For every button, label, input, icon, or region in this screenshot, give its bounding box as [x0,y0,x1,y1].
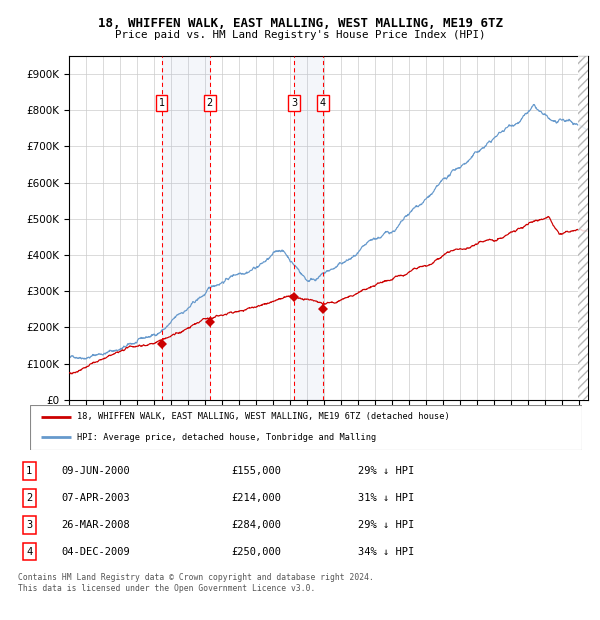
Text: 31% ↓ HPI: 31% ↓ HPI [358,493,414,503]
Polygon shape [578,56,588,400]
Bar [161,56,210,400]
Text: 3: 3 [291,98,297,108]
Text: 04-DEC-2009: 04-DEC-2009 [61,547,130,557]
FancyBboxPatch shape [30,405,582,450]
Text: 09-JUN-2000: 09-JUN-2000 [61,466,130,476]
Text: 34% ↓ HPI: 34% ↓ HPI [358,547,414,557]
Text: £284,000: £284,000 [231,520,281,530]
Text: 29% ↓ HPI: 29% ↓ HPI [358,466,414,476]
Text: 07-APR-2003: 07-APR-2003 [61,493,130,503]
Text: 18, WHIFFEN WALK, EAST MALLING, WEST MALLING, ME19 6TZ (detached house): 18, WHIFFEN WALK, EAST MALLING, WEST MAL… [77,412,449,422]
Bar [294,56,323,400]
Text: £214,000: £214,000 [231,493,281,503]
Text: 26-MAR-2008: 26-MAR-2008 [61,520,130,530]
Text: 29% ↓ HPI: 29% ↓ HPI [358,520,414,530]
Text: 1: 1 [158,98,164,108]
Text: 1: 1 [26,466,32,476]
Text: 2: 2 [206,98,213,108]
Text: HPI: Average price, detached house, Tonbridge and Malling: HPI: Average price, detached house, Tonb… [77,433,376,442]
Text: Price paid vs. HM Land Registry's House Price Index (HPI): Price paid vs. HM Land Registry's House … [115,30,485,40]
Text: Contains HM Land Registry data © Crown copyright and database right 2024.
This d: Contains HM Land Registry data © Crown c… [18,574,374,593]
Text: £155,000: £155,000 [231,466,281,476]
Text: 3: 3 [26,520,32,530]
Text: 4: 4 [26,547,32,557]
Text: 18, WHIFFEN WALK, EAST MALLING, WEST MALLING, ME19 6TZ: 18, WHIFFEN WALK, EAST MALLING, WEST MAL… [97,17,503,30]
Text: £250,000: £250,000 [231,547,281,557]
Text: 4: 4 [320,98,326,108]
Text: 2: 2 [26,493,32,503]
